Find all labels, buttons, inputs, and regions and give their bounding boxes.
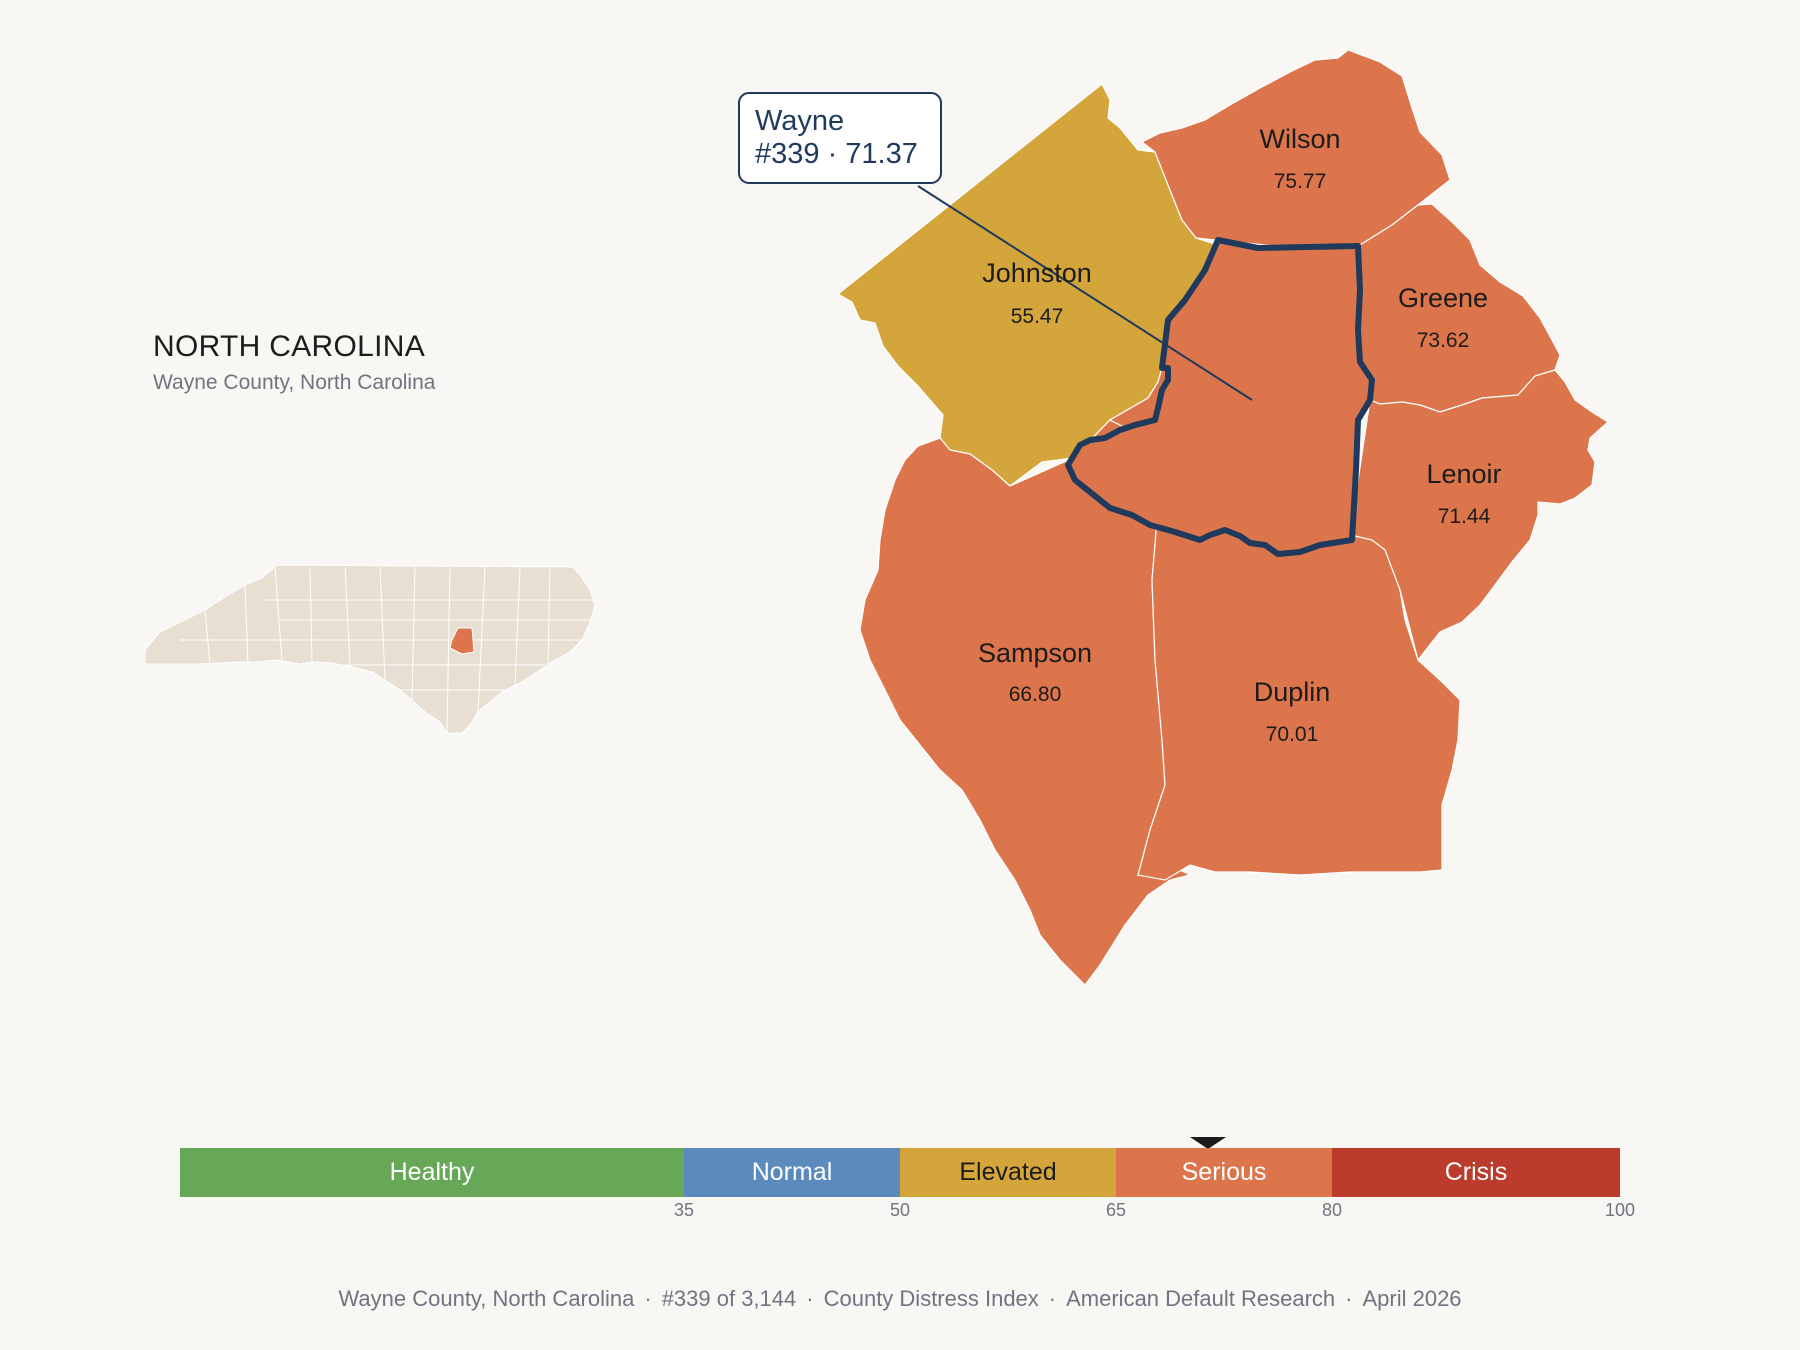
scale-tick-50: 50 xyxy=(889,1200,911,1220)
footer-separator: · xyxy=(806,1286,814,1311)
inset-wayne-highlight xyxy=(449,627,475,655)
footer-separator: · xyxy=(1345,1286,1353,1311)
footer-separator: · xyxy=(1048,1286,1057,1311)
scale-segment-elevated: Elevated xyxy=(900,1148,1116,1197)
inset-county-lines xyxy=(180,566,595,734)
county-wilson xyxy=(1140,49,1451,248)
county-score-greene: 73.62 xyxy=(1417,329,1470,352)
county-name-sampson: Sampson xyxy=(978,638,1092,668)
callout-leader-line xyxy=(917,185,1253,401)
footer-rank: #339 of 3,144 xyxy=(661,1286,797,1311)
wayne-callout: Wayne #339 · 71.37 xyxy=(738,92,942,184)
county-name-johnston: Johnston xyxy=(982,258,1092,288)
footer-index: County Distress Index xyxy=(823,1286,1039,1311)
scale-segment-normal: Normal xyxy=(684,1148,900,1197)
callout-rank-score: #339 · 71.37 xyxy=(755,138,918,170)
county-shapes xyxy=(836,49,1609,986)
county-score-johnston: 55.47 xyxy=(1011,305,1064,328)
distress-scale-bar: Healthy Normal Elevated Serious Crisis xyxy=(180,1148,1620,1197)
county-score-lenoir: 71.44 xyxy=(1438,505,1491,528)
current-value-marker xyxy=(1190,1137,1226,1149)
county-name-wilson: Wilson xyxy=(1259,124,1340,154)
state-subtitle: Wayne County, North Carolina xyxy=(153,371,436,394)
scale-segment-serious: Serious xyxy=(1116,1148,1332,1197)
county-name-lenoir: Lenoir xyxy=(1426,459,1501,489)
footer-separator: · xyxy=(644,1286,652,1311)
state-title: NORTH CAROLINA xyxy=(153,330,426,363)
state-inset-map xyxy=(144,564,596,734)
callout-county-name: Wayne xyxy=(755,105,845,137)
county-score-wilson: 75.77 xyxy=(1274,170,1327,193)
scale-segment-healthy: Healthy xyxy=(180,1148,684,1197)
scale-tick-35: 35 xyxy=(673,1200,695,1220)
county-name-greene: Greene xyxy=(1398,283,1488,313)
scale-tick-100: 100 xyxy=(1604,1200,1636,1220)
footer-county: Wayne County, North Carolina xyxy=(338,1286,635,1311)
county-score-sampson: 66.80 xyxy=(1009,683,1062,706)
footer-source: American Default Research xyxy=(1066,1286,1336,1311)
footer: Wayne County, North Carolina · #339 of 3,1… xyxy=(0,1286,1800,1312)
county-lenoir xyxy=(1349,369,1609,662)
county-labels: Johnston 55.47 Wilson 75.77 Greene 73.62… xyxy=(978,124,1502,746)
inset-state-shape xyxy=(144,564,596,734)
county-score-duplin: 70.01 xyxy=(1266,723,1319,746)
footer-date: April 2026 xyxy=(1362,1286,1462,1311)
county-name-duplin: Duplin xyxy=(1254,677,1331,707)
wayne-outline xyxy=(1065,237,1375,557)
scale-tick-65: 65 xyxy=(1105,1200,1127,1220)
scale-tick-80: 80 xyxy=(1321,1200,1343,1220)
scale-segment-crisis: Crisis xyxy=(1332,1148,1620,1197)
